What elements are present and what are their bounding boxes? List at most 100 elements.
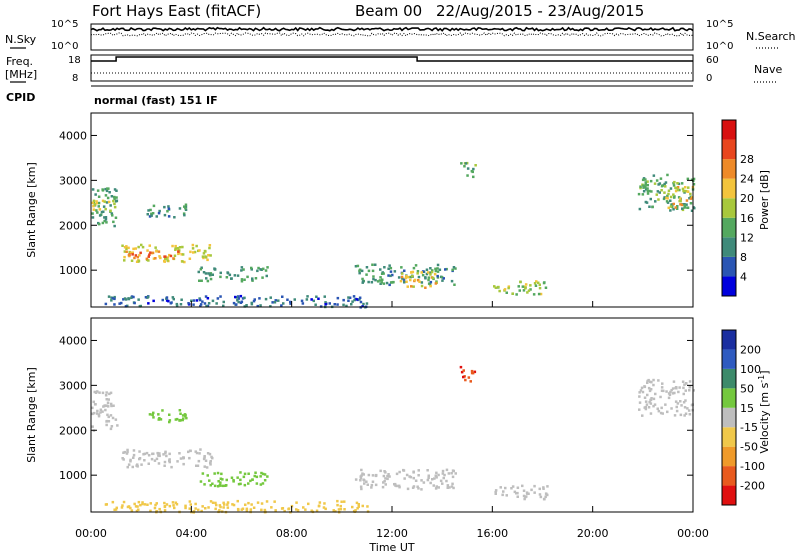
- heatmap-cell: [430, 270, 434, 274]
- heatmap-cell: [192, 251, 195, 254]
- heatmap-cell: [689, 202, 693, 205]
- heatmap-cell: [181, 253, 185, 256]
- heatmap-cell: [235, 296, 238, 299]
- heatmap-cell: [208, 246, 211, 250]
- heatmap-cell: [103, 216, 106, 219]
- heatmap-cell: [402, 278, 406, 281]
- heatmap-cell: [304, 508, 307, 511]
- heatmap-cell: [472, 175, 475, 179]
- heatmap-cell: [161, 409, 164, 412]
- heatmap-cell: [91, 212, 94, 215]
- heatmap-cell: [658, 182, 662, 185]
- heatmap-cell: [340, 500, 343, 503]
- heatmap-cell: [654, 392, 657, 396]
- heatmap-cell: [157, 418, 160, 421]
- heatmap-cell: [678, 188, 681, 192]
- heatmap-cell: [666, 410, 669, 414]
- heatmap-cell: [130, 296, 133, 299]
- heatmap-cell: [147, 209, 150, 212]
- heatmap-cell: [203, 483, 206, 486]
- heatmap-cell: [129, 251, 133, 254]
- heatmap-cell: [168, 452, 171, 456]
- heatmap-cell: [219, 295, 222, 298]
- heatmap-cell: [471, 371, 475, 375]
- heatmap-cell: [93, 403, 97, 406]
- heatmap-cell: [153, 459, 157, 462]
- heatmap-cell: [204, 295, 208, 298]
- heatmap-cell: [256, 269, 259, 273]
- heatmap-cell: [463, 375, 466, 378]
- heatmap-cell: [115, 189, 118, 192]
- freq-unit-label: [MHz]: [5, 68, 37, 81]
- heatmap-cell: [133, 301, 136, 305]
- heatmap-cell: [302, 506, 305, 509]
- heatmap-cell: [232, 301, 236, 305]
- heatmap-cell: [200, 266, 203, 269]
- heatmap-cell: [639, 185, 642, 188]
- beam-label: Beam 00: [355, 2, 422, 20]
- heatmap-cell: [420, 284, 424, 288]
- heatmap-cell: [168, 413, 171, 416]
- heatmap-cell: [672, 380, 676, 383]
- heatmap-cell: [204, 459, 208, 462]
- heatmap-cell: [181, 245, 184, 249]
- heatmap-cell: [253, 474, 256, 478]
- heatmap-cell: [204, 272, 208, 275]
- heatmap-cell: [410, 285, 413, 288]
- colorbar-tick-label: 8: [740, 251, 747, 264]
- heatmap-cell: [474, 164, 477, 167]
- heatmap-cell: [656, 407, 659, 410]
- heatmap-cell: [247, 482, 250, 485]
- heatmap-cell: [136, 255, 139, 259]
- heatmap-cell: [421, 270, 425, 273]
- heatmap-cell: [687, 186, 690, 189]
- heatmap-cell: [359, 479, 362, 482]
- heatmap-cell: [382, 474, 386, 478]
- heatmap-cell: [395, 472, 399, 476]
- heatmap-cell: [159, 256, 162, 260]
- heatmap-cell: [252, 506, 256, 509]
- heatmap-cell: [638, 401, 642, 404]
- noise-series-0: [90, 26, 694, 32]
- heatmap-cell: [104, 394, 108, 397]
- heatmap-cell: [265, 274, 268, 278]
- heatmap-cell: [411, 486, 415, 489]
- heatmap-cell: [138, 457, 142, 460]
- heatmap-cell: [360, 487, 363, 491]
- heatmap-cell: [104, 216, 108, 219]
- x-tick-label: 12:00: [376, 527, 408, 540]
- power-colorbar-label: Power [dB]: [758, 170, 771, 230]
- heatmap-cell: [110, 425, 114, 428]
- y-tick-label: 2000: [59, 219, 87, 232]
- heatmap-cell: [209, 460, 212, 463]
- heatmap-cell: [147, 259, 150, 262]
- heatmap-cell: [201, 300, 204, 303]
- heatmap-cell: [351, 300, 354, 303]
- heatmap-cell: [106, 413, 109, 417]
- heatmap-cell: [256, 501, 260, 504]
- heatmap-cell: [672, 202, 675, 206]
- heatmap-cell: [427, 276, 431, 279]
- heatmap-cell: [289, 302, 292, 305]
- heatmap-cell: [107, 415, 110, 419]
- heatmap-cell: [125, 250, 128, 253]
- heatmap-cell: [253, 298, 256, 301]
- heatmap-cell: [398, 470, 401, 474]
- heatmap-cell: [504, 486, 507, 490]
- heatmap-cell: [207, 302, 211, 305]
- power-y-axis-label: Slant Range [km]: [25, 162, 38, 258]
- heatmap-cell: [416, 270, 420, 273]
- heatmap-cell: [642, 177, 646, 180]
- heatmap-cell: [518, 289, 521, 292]
- heatmap-cell: [360, 468, 363, 472]
- heatmap-cell: [644, 185, 647, 189]
- heatmap-cell: [367, 280, 370, 284]
- heatmap-cell: [183, 205, 186, 208]
- heatmap-cell: [519, 280, 522, 284]
- heatmap-cell: [250, 266, 253, 270]
- colorbar-swatch: [722, 446, 736, 467]
- heatmap-cell: [389, 266, 393, 270]
- heatmap-cell: [194, 502, 197, 506]
- heatmap-cell: [152, 257, 156, 260]
- heatmap-cell: [301, 302, 305, 305]
